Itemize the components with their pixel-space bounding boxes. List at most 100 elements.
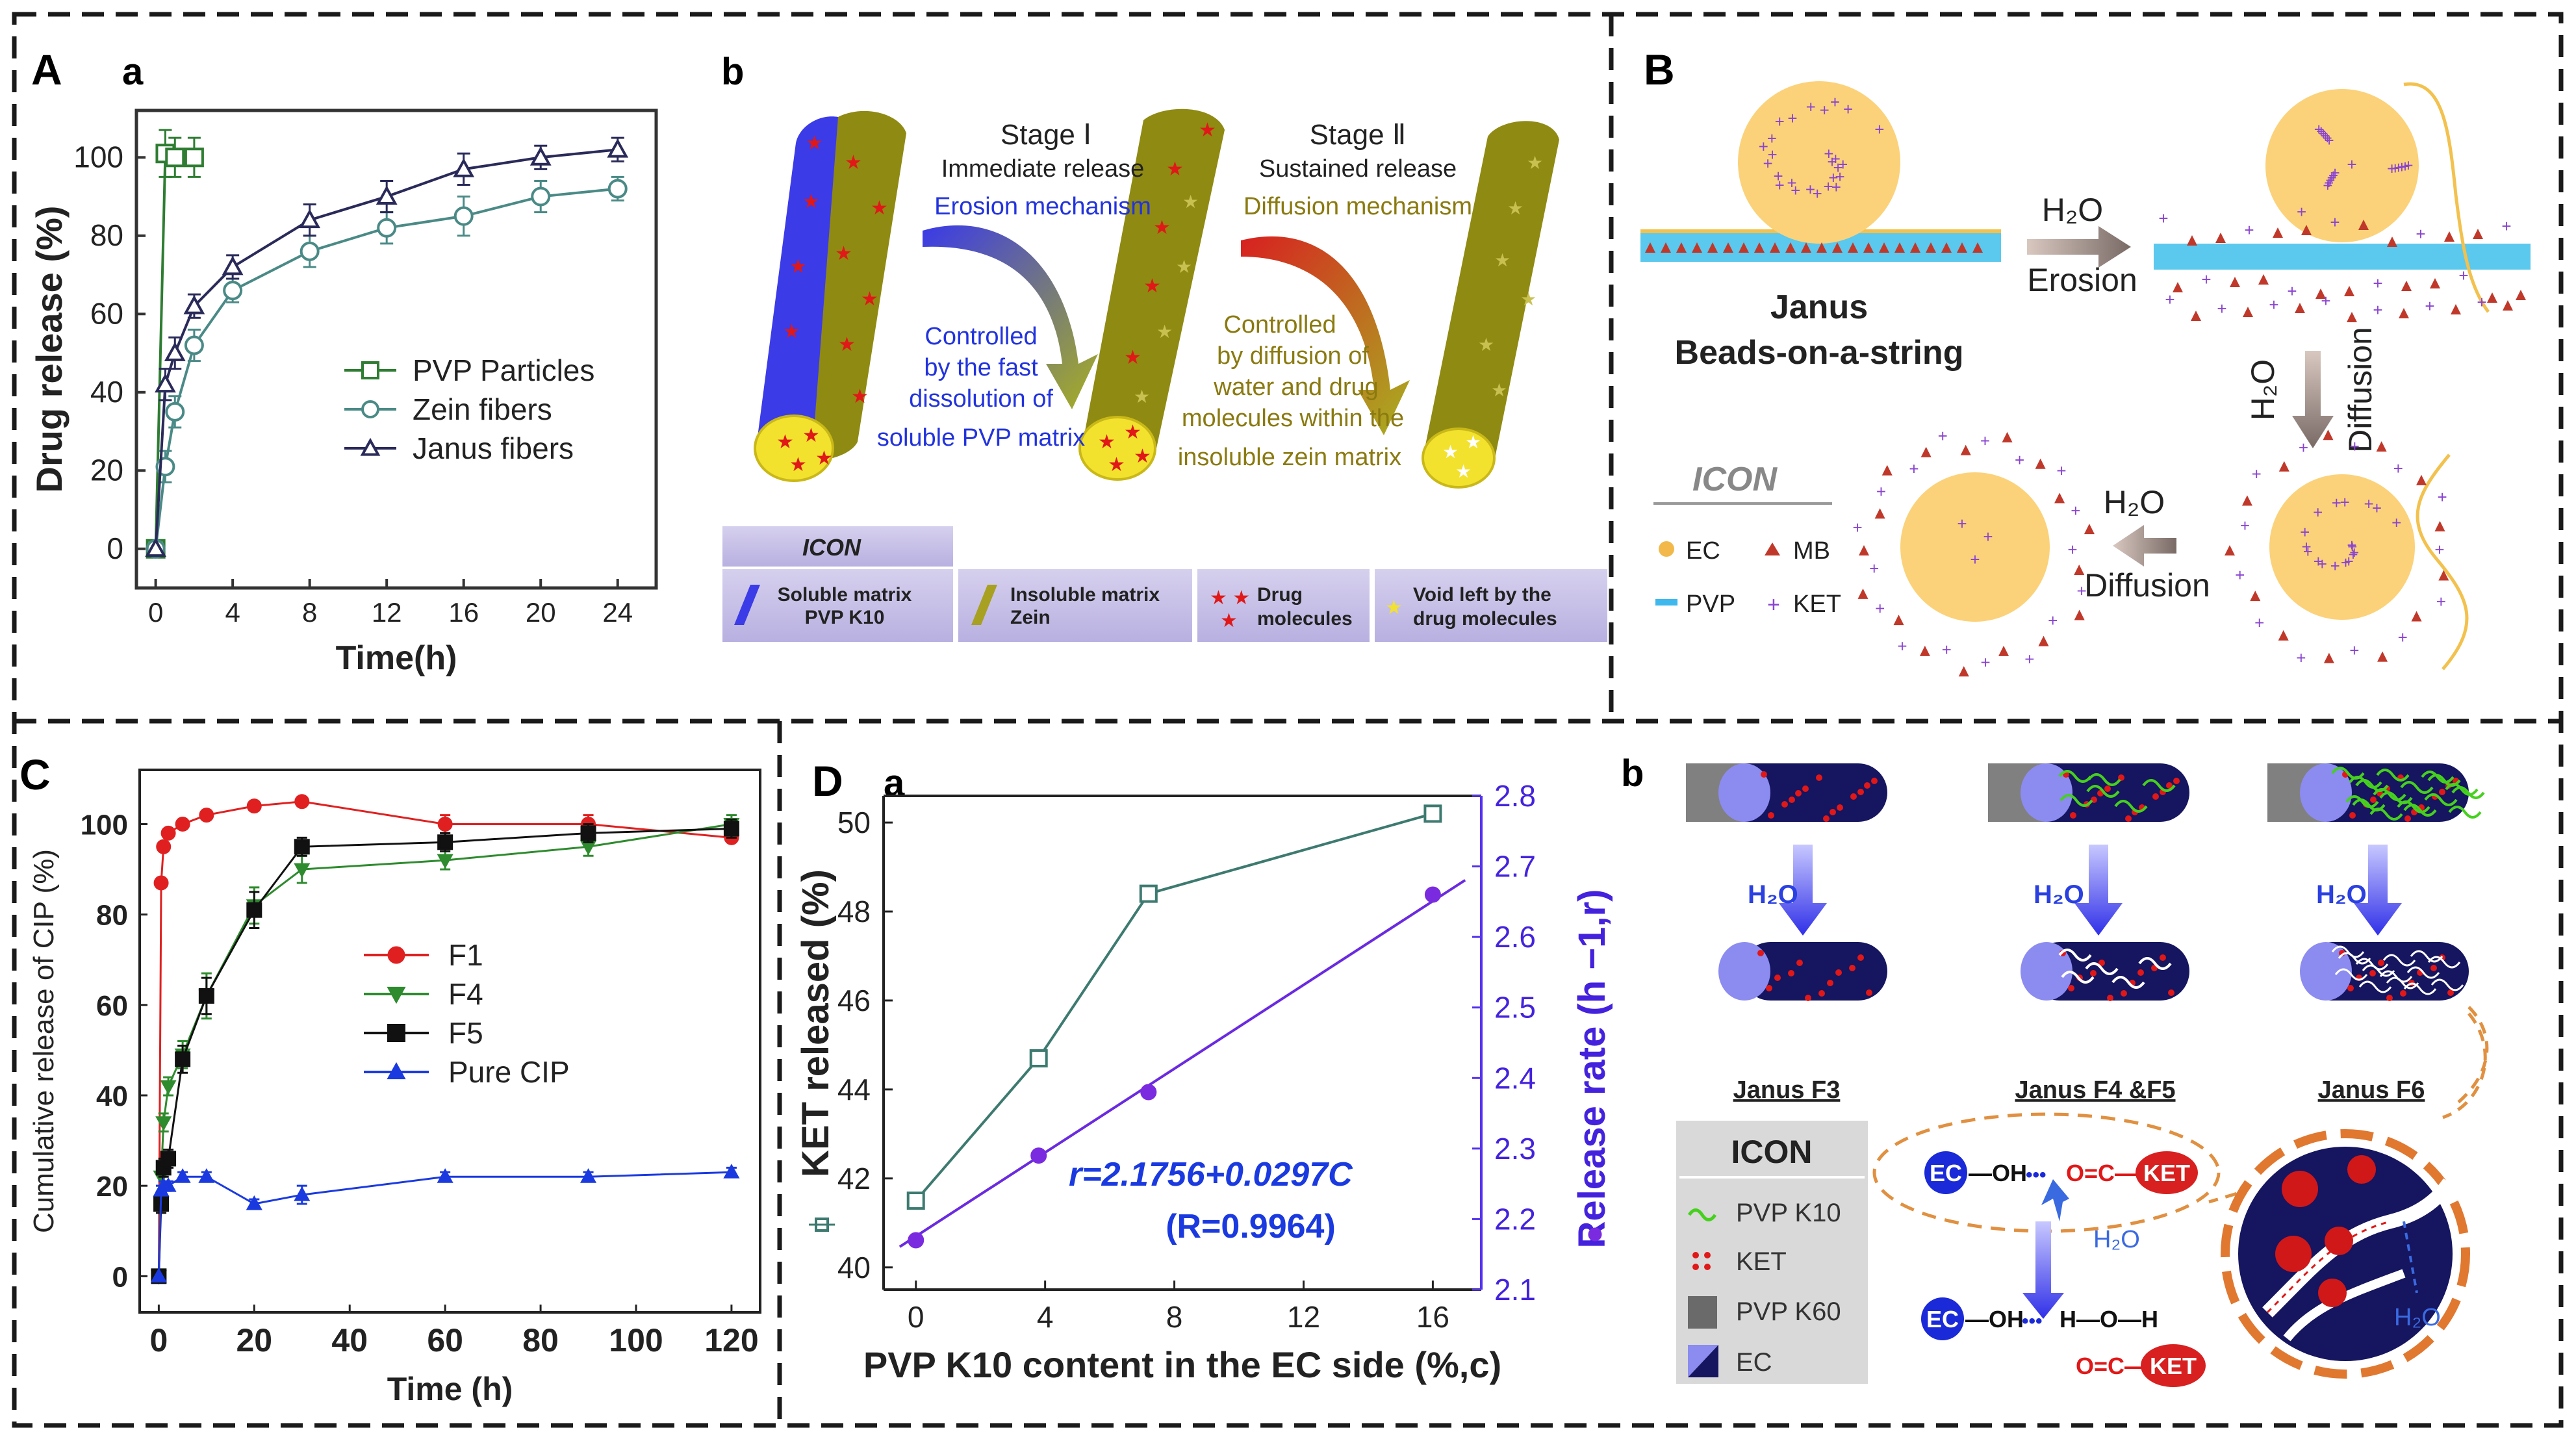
mb-particle bbox=[1676, 242, 1687, 253]
pvp-k10-strand bbox=[2386, 976, 2419, 989]
fiber-f6-top bbox=[2267, 763, 2469, 822]
ket-particle: + bbox=[2201, 270, 2211, 289]
janus-fiber-mechanism: H₂O H₂O H₂O Janus F3 Janus F4 &F5 Janus … bbox=[1676, 763, 2489, 1387]
ket-particle: + bbox=[2341, 553, 2351, 572]
svg-text:★: ★ bbox=[1527, 153, 1543, 173]
pvp-k10-strand bbox=[2410, 950, 2443, 963]
data-point bbox=[155, 373, 176, 393]
mb-particle bbox=[1874, 508, 1885, 519]
ket-dot bbox=[2098, 960, 2105, 966]
data-point bbox=[222, 255, 244, 275]
data-point bbox=[437, 1168, 453, 1183]
ket-particle: + bbox=[1833, 158, 1843, 177]
svg-text:★: ★ bbox=[1491, 380, 1507, 400]
mb-particle bbox=[1848, 242, 1858, 253]
data-point bbox=[299, 209, 321, 229]
diffusion-label-2: Diffusion bbox=[2084, 567, 2210, 604]
svg-text:★: ★ bbox=[1134, 387, 1150, 407]
mb-particle bbox=[1770, 242, 1780, 253]
mb-particle bbox=[1739, 242, 1749, 253]
svg-text:EC: EC bbox=[1926, 1306, 1959, 1333]
svg-text:Soluble matrix: Soluble matrix bbox=[778, 584, 912, 606]
data-point bbox=[165, 147, 185, 168]
ket-particle: + bbox=[2323, 175, 2332, 195]
ket-particle: + bbox=[2458, 266, 2468, 285]
mb-particle bbox=[2295, 303, 2305, 313]
svg-text:★: ★ bbox=[789, 454, 807, 476]
ket-particle: + bbox=[1775, 175, 1785, 195]
mb-particle bbox=[1723, 242, 1733, 253]
mb-particle bbox=[2377, 651, 2388, 662]
pvp-k10-strand bbox=[2448, 806, 2482, 819]
ket-dot bbox=[1768, 812, 1774, 819]
ket-dot bbox=[2447, 989, 2454, 996]
ket-particle: + bbox=[1853, 518, 1863, 537]
mb-particle bbox=[2278, 461, 2289, 472]
ket-particle: + bbox=[2077, 581, 2087, 601]
ket-particle: + bbox=[1838, 155, 1848, 174]
data-point bbox=[529, 146, 552, 166]
stage1-mechanism: Erosion mechanism bbox=[934, 193, 1151, 220]
svg-text:★: ★ bbox=[861, 288, 878, 310]
data-point bbox=[165, 402, 185, 422]
y-axis-label: Cumulative release of CIP (%) bbox=[28, 849, 60, 1233]
y2-tick-label: 2.6 bbox=[1494, 920, 1536, 954]
y-tick-label: 100 bbox=[73, 140, 123, 173]
y2-tick-label: 2.4 bbox=[1494, 1061, 1536, 1095]
ket-particle: + bbox=[2323, 128, 2332, 147]
data-point bbox=[300, 241, 320, 261]
stage1-arrow bbox=[923, 225, 1098, 409]
svg-text:KET: KET bbox=[2150, 1353, 2197, 1379]
ket-dot bbox=[2369, 970, 2376, 976]
mb-particle bbox=[1960, 444, 1971, 455]
mb-particle bbox=[2323, 652, 2334, 663]
svg-text:soluble PVP matrix: soluble PVP matrix bbox=[877, 424, 1085, 452]
pvp-k10-strand bbox=[2373, 788, 2406, 801]
svg-text:O=C—: O=C— bbox=[2066, 1160, 2138, 1186]
x-tick-label: 100 bbox=[609, 1322, 663, 1358]
ket-particle: + bbox=[2350, 437, 2360, 456]
ket-particle: + bbox=[2393, 158, 2403, 177]
stage2-title: Stage Ⅱ bbox=[1310, 119, 1407, 151]
data-point bbox=[376, 185, 398, 205]
chart-cumulative-release-cip: 0 20 40 60 80 100 120 0 20 40 60 80 100 Time (h) Cumul… bbox=[28, 769, 761, 1407]
data-point bbox=[453, 206, 474, 226]
svg-text:★: ★ bbox=[776, 431, 794, 453]
x-tick-label: 0 bbox=[908, 1300, 925, 1334]
pvp-k10-strand bbox=[2382, 954, 2416, 967]
data-point bbox=[223, 281, 243, 301]
data-point bbox=[183, 295, 205, 314]
subpanel-label-Da: a bbox=[884, 762, 905, 804]
pvp-k10-strand bbox=[2403, 982, 2437, 995]
mb-particle bbox=[2376, 441, 2387, 452]
chart-drug-release: 0 4 8 12 16 20 24 0 20 40 60 80 100 Time(h) Drug relea… bbox=[29, 108, 658, 677]
ket-particle: + bbox=[2416, 224, 2425, 244]
ket-dot bbox=[1827, 980, 1833, 986]
pvp-k10-strand bbox=[2400, 781, 2434, 794]
ket-dot bbox=[1788, 970, 1794, 976]
ket-particle: + bbox=[2324, 173, 2334, 192]
ket-dot bbox=[2430, 965, 2437, 971]
beads-on-string-label: Beads-on-a-string bbox=[1675, 334, 1964, 372]
data-point bbox=[246, 798, 262, 814]
data-point bbox=[160, 1151, 177, 1167]
ket-particle: + bbox=[2056, 461, 2066, 481]
ket-dot bbox=[1871, 778, 1878, 784]
svg-text:+: + bbox=[1767, 593, 1780, 617]
svg-text:Zein: Zein bbox=[1010, 607, 1051, 628]
x-tick-label: 20 bbox=[236, 1322, 272, 1358]
pvp-k10-strand bbox=[2451, 786, 2485, 799]
janus-fiber-initial: ★★★ ★★★ ★★★★ ★ ★★ ★ bbox=[754, 110, 906, 482]
pvp-k10-strand bbox=[2369, 808, 2403, 821]
x-tick-label: 40 bbox=[331, 1322, 368, 1358]
stage2-sub: Sustained release bbox=[1259, 155, 1457, 183]
mb-particle bbox=[2173, 282, 2183, 292]
series-line-1 bbox=[157, 823, 732, 1277]
ket-dot bbox=[2400, 990, 2406, 997]
mb-particle bbox=[2250, 591, 2261, 602]
mb-particle bbox=[2473, 229, 2483, 239]
mb-particle bbox=[2444, 231, 2455, 242]
series-line-3 bbox=[157, 1171, 732, 1277]
svg-text:★: ★ bbox=[1134, 446, 1151, 467]
fiber-f3-top bbox=[1686, 763, 1887, 822]
